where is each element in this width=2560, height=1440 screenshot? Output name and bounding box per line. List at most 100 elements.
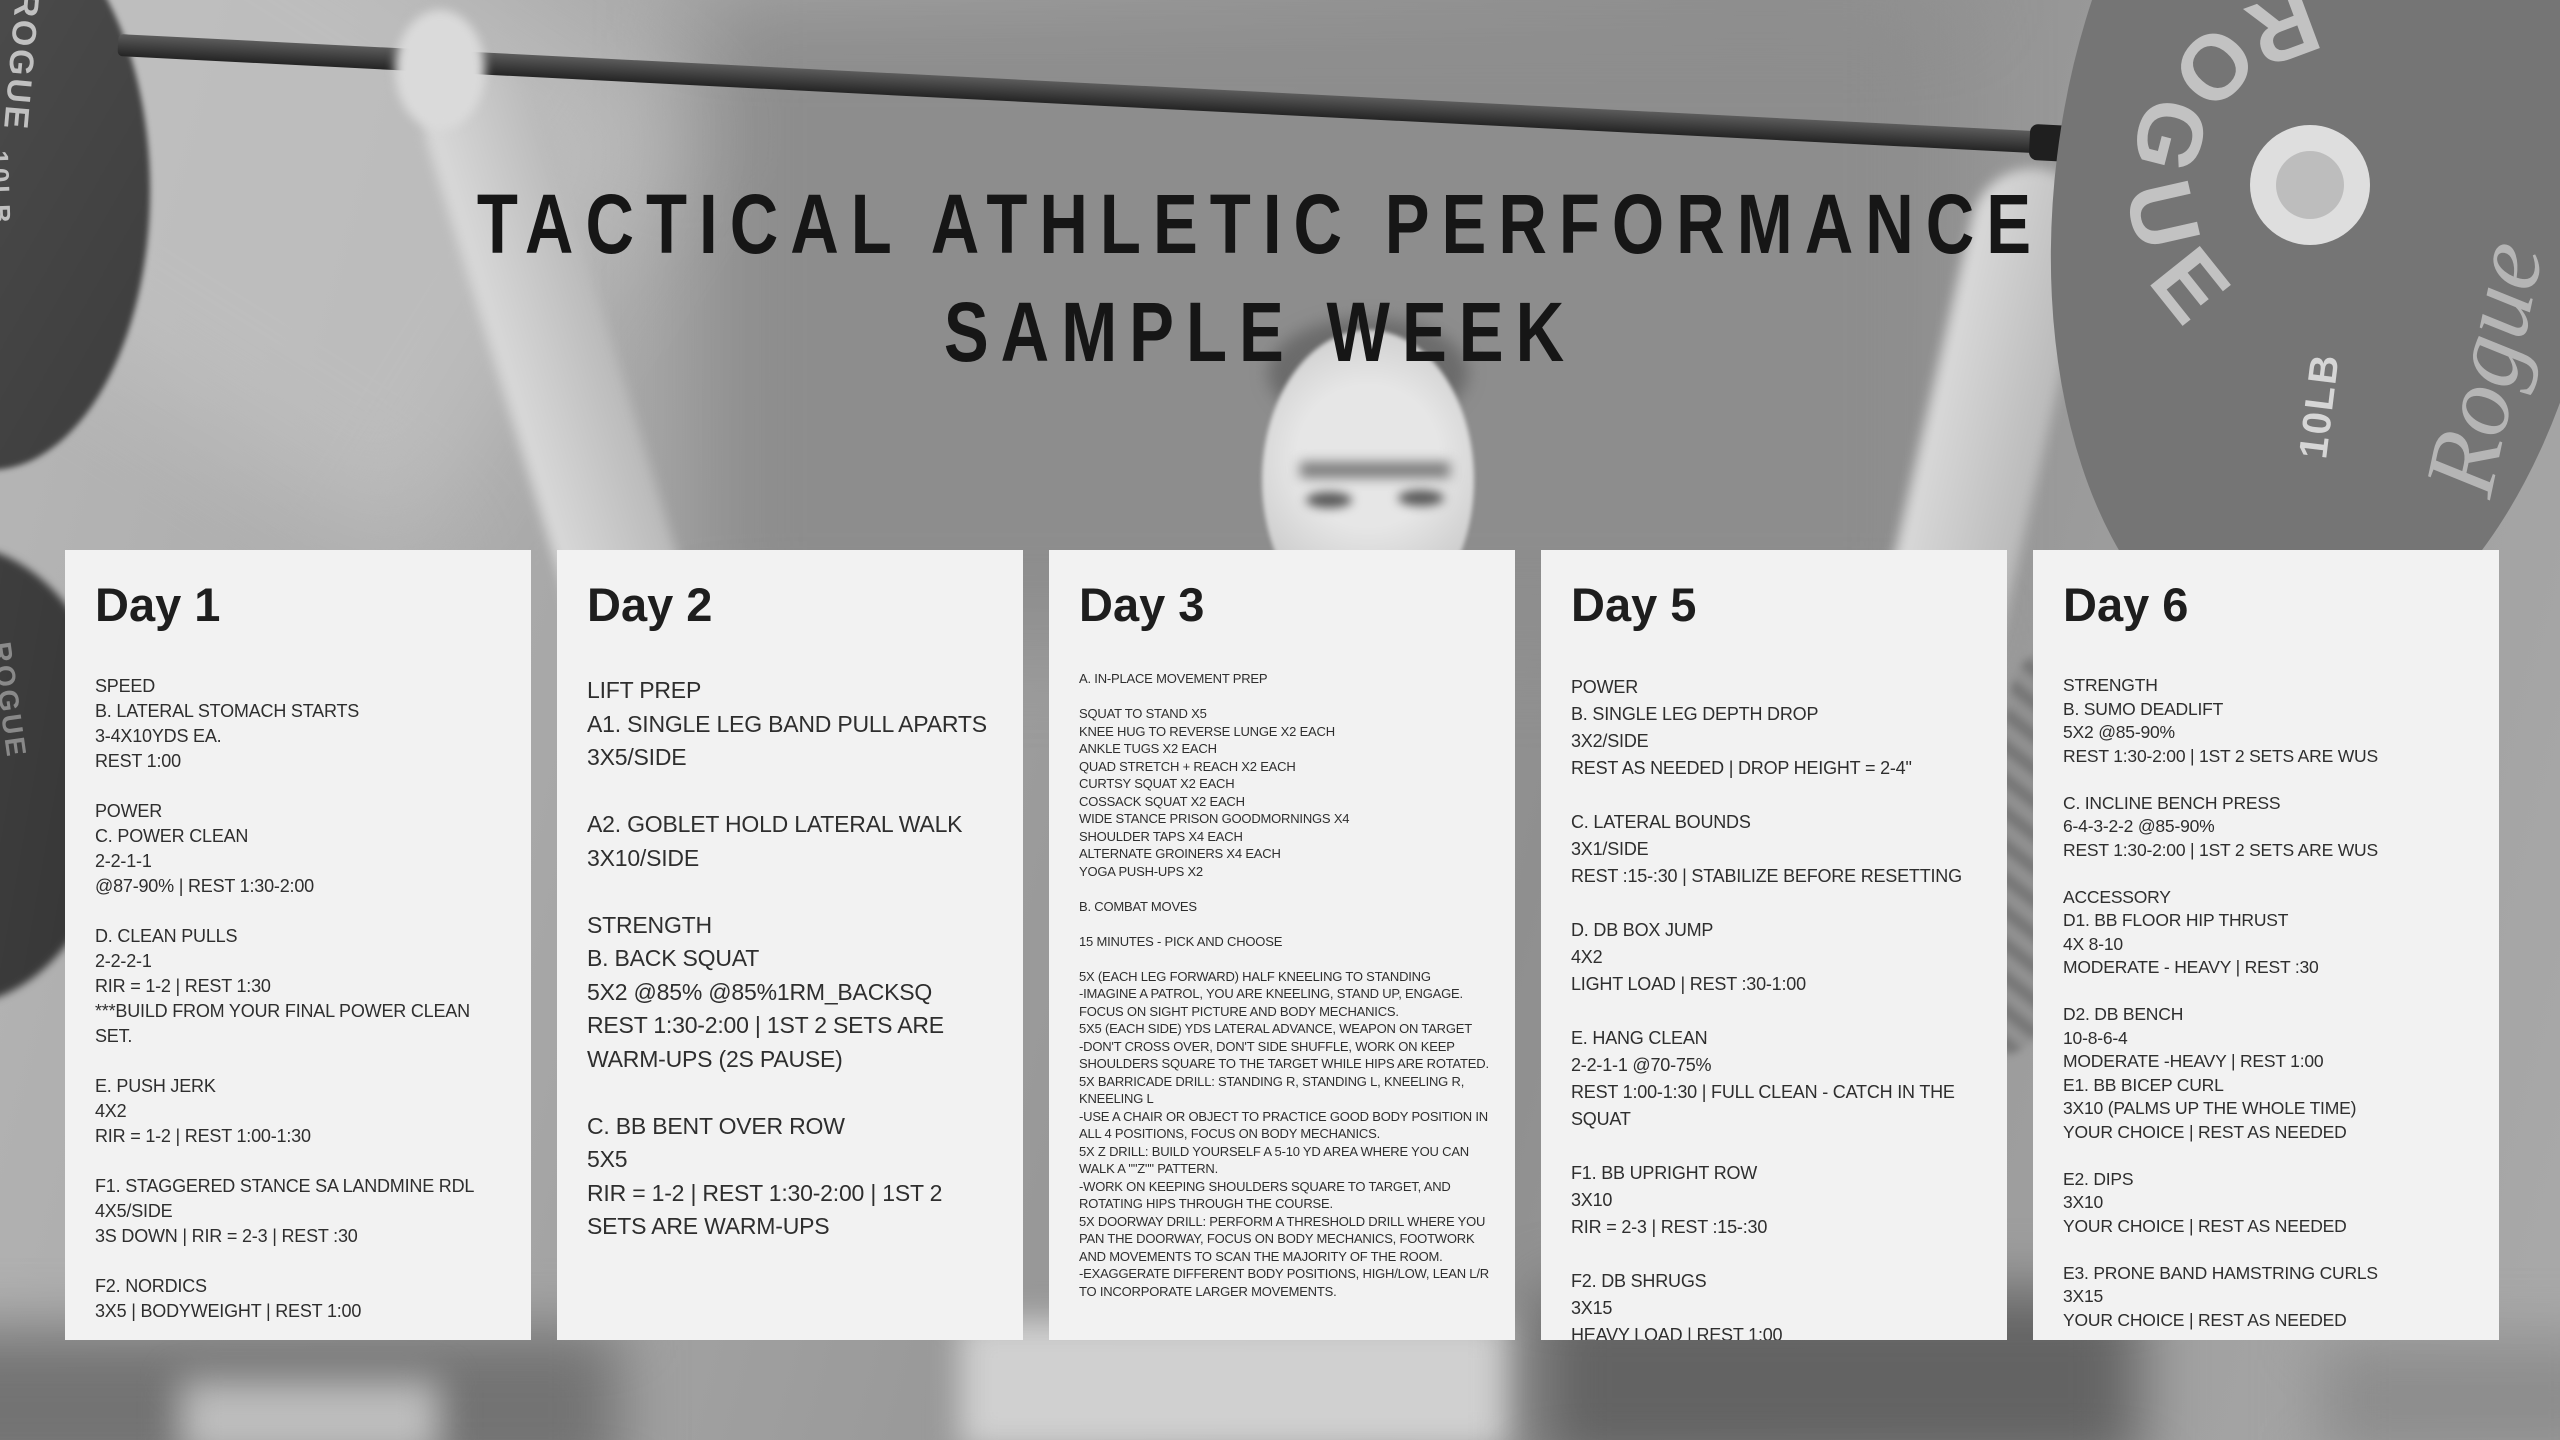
athlete-eye — [1398, 490, 1444, 506]
workout-line: RIR = 1-2 | REST 1:00-1:30 — [95, 1126, 311, 1146]
workout-line: 5X Z DRILL: BUILD YOURSELF A 5-10 YD ARE… — [1079, 1143, 1469, 1177]
workout-line: COSSACK SQUAT X2 EACH — [1079, 793, 1245, 809]
workout-line: 3X5 | BODYWEIGHT | REST 1:00 — [95, 1301, 362, 1321]
workout-line: YOUR CHOICE | REST AS NEEDED — [2063, 1215, 2347, 1236]
day-body: POWER B. SINGLE LEG DEPTH DROP 3X2/SIDE RES… — [1571, 674, 1983, 1340]
workout-line: REST 1:00-1:30 | FULL CLEAN - CATCH IN T… — [1571, 1082, 1955, 1129]
workout-line — [95, 1049, 507, 1074]
workout-line: E. HANG CLEAN — [1571, 1028, 1708, 1048]
workout-line: 2-2-1-1 @70-75% — [1571, 1055, 1712, 1075]
workout-line: WIDE STANCE PRISON GOODMORNINGS X4 — [1079, 811, 1350, 826]
workout-line — [1079, 915, 1491, 933]
workout-line: D. DB BOX JUMP — [1571, 920, 1714, 940]
workout-line — [95, 1249, 507, 1274]
workout-line: 2-2-1-1 — [95, 851, 152, 871]
workout-line: -WORK ON KEEPING SHOULDERS SQUARE TO TAR… — [1079, 1178, 1451, 1212]
workout-line: E1. BB BICEP CURL — [2063, 1074, 2224, 1095]
day-body: LIFT PREP A1. SINGLE LEG BAND PULL APARTS… — [587, 674, 999, 1244]
workout-line: @87-90% | REST 1:30-2:00 — [95, 876, 314, 896]
workout-line: 3S DOWN | RIR = 2-3 | REST :30 — [95, 1226, 358, 1246]
workout-line: ***BUILD FROM YOUR FINAL POWER CLEAN SET… — [95, 1001, 470, 1046]
workout-line: 3X5/SIDE — [587, 744, 687, 770]
athlete-eye — [1306, 492, 1352, 508]
workout-line — [587, 875, 999, 909]
workout-line: A. IN-PLACE MOVEMENT PREP — [1079, 671, 1268, 686]
day-heading: Day 1 — [95, 578, 221, 631]
workout-line: REST 1:00 — [95, 751, 181, 771]
day-card: Day 3 A. IN-PLACE MOVEMENT PREP SQUAT TO… — [1049, 550, 1515, 1340]
workout-line: C. POWER CLEAN — [95, 826, 249, 846]
workout-line: RIR = 2-3 | REST :15-:30 — [1571, 1217, 1768, 1237]
day-body: A. IN-PLACE MOVEMENT PREP SQUAT TO STAND… — [1079, 670, 1491, 1300]
workout-line: C. BB BENT OVER ROW — [587, 1112, 845, 1139]
workout-line: 5X (EACH LEG FORWARD) HALF KNEELING TO S… — [1079, 968, 1431, 984]
title-line-1: TACTICAL ATHLETIC PERFORMANCE — [476, 177, 2044, 271]
workout-line — [2063, 1144, 2475, 1168]
workout-line: B. BACK SQUAT — [587, 945, 760, 971]
workout-line: -USE A CHAIR OR OBJECT TO PRACTICE GOOD … — [1079, 1108, 1488, 1142]
workout-line: -EXAGGERATE DIFFERENT BODY POSITIONS, HI… — [1079, 1266, 1489, 1299]
workout-line: CURTSY SQUAT X2 EACH — [1079, 776, 1235, 791]
workout-line: POWER — [95, 801, 163, 821]
workout-line: D2. DB BENCH — [2063, 1004, 2184, 1024]
workout-line: E2. DIPS — [2063, 1168, 2134, 1189]
workout-line: LIGHT LOAD | REST :30-1:00 — [1571, 974, 1806, 994]
workout-line: ALTERNATE GROINERS X4 EACH — [1079, 846, 1281, 861]
workout-line: 5X5 (EACH SIDE) YDS LATERAL ADVANCE, WEA… — [1079, 1021, 1472, 1036]
workout-line: D1. BB FLOOR HIP THRUST — [2063, 910, 2289, 930]
workout-line: LIFT PREP — [587, 677, 702, 703]
workout-line: A2. GOBLET HOLD LATERAL WALK — [587, 811, 963, 837]
workout-line: RIR = 1-2 | REST 1:30-2:00 | 1ST 2 SETS … — [587, 1179, 943, 1240]
workout-line: 10-8-6-4 — [2063, 1027, 2128, 1048]
workout-line: 5X2 @85-90% — [2063, 722, 2175, 742]
day-body: SPEED B. LATERAL STOMACH STARTS 3-4X10YDS … — [95, 674, 507, 1324]
workout-line: 3X2/SIDE — [1571, 731, 1649, 751]
workout-line: 2-2-2-1 — [95, 951, 152, 971]
athlete-torso — [960, 1320, 1510, 1440]
workout-line — [1079, 688, 1491, 706]
workout-line: C. INCLINE BENCH PRESS — [2063, 792, 2281, 813]
day-heading: Day 3 — [1079, 578, 1205, 631]
day-heading: Day 6 — [2063, 578, 2189, 631]
workout-line: 4X2 — [1571, 947, 1603, 967]
workout-line — [1571, 998, 1983, 1025]
workout-line: 3X15 — [1571, 1298, 1613, 1318]
day-heading: Day 5 — [1571, 578, 1697, 631]
workout-line — [1571, 1133, 1983, 1160]
day-card: Day 6 STRENGTH B. SUMO DEADLIFT 5X2 @85-90… — [2033, 550, 2499, 1340]
workout-line: HEAVY LOAD | REST 1:00 — [1571, 1325, 1783, 1340]
workout-line: B. COMBAT MOVES — [1079, 898, 1197, 914]
workout-line: F2. DB SHRUGS — [1571, 1271, 1707, 1291]
workout-line: -IMAGINE A PATROL, YOU ARE KNEELING, STA… — [1079, 986, 1463, 1019]
workout-line: REST AS NEEDED | DROP HEIGHT = 2-4" — [1571, 758, 1912, 778]
workout-line: B. SINGLE LEG DEPTH DROP — [1571, 704, 1819, 724]
workout-line: YOUR CHOICE | REST AS NEEDED — [2063, 1309, 2347, 1330]
workout-line: SHOULDER TAPS X4 EACH — [1079, 828, 1243, 844]
workout-line: 5X DOORWAY DRILL: PERFORM A THRESHOLD DR… — [1079, 1213, 1486, 1264]
poster-title: TACTICAL ATHLETIC PERFORMANCE SAMPLE WEE… — [0, 178, 2520, 378]
workout-line: F1. STAGGERED STANCE SA LANDMINE RDL — [95, 1176, 475, 1196]
workout-line: POWER — [1571, 677, 1639, 697]
workout-line — [1079, 880, 1491, 898]
workout-line: 5X2 @85% @85%1RM_BACKSQ — [587, 978, 933, 1005]
workout-line: C. LATERAL BOUNDS — [1571, 812, 1751, 832]
workout-line: YOUR CHOICE | REST AS NEEDED — [2063, 1121, 2347, 1142]
workout-line: 5X BARRICADE DRILL: STANDING R, STANDING… — [1079, 1073, 1465, 1107]
bg-highlight-bottom-left — [180, 1380, 440, 1440]
day-card: Day 2 LIFT PREP A1. SINGLE LEG BAND PULL … — [557, 550, 1023, 1340]
workout-line: SPEED — [95, 676, 156, 696]
workout-line — [2063, 862, 2475, 886]
plate-hub-inner — [2276, 151, 2344, 219]
workout-line: 4X 8-10 — [2063, 933, 2123, 954]
workout-line: F2. NORDICS — [95, 1276, 207, 1296]
workout-line: A1. SINGLE LEG BAND PULL APARTS — [587, 710, 987, 737]
workout-line — [1571, 890, 1983, 917]
workout-line — [95, 899, 507, 924]
workout-line: D. CLEAN PULLS — [95, 926, 238, 946]
workout-line: 3X10 (PALMS UP THE WHOLE TIME) — [2063, 1098, 2357, 1118]
workout-line — [2063, 1238, 2475, 1262]
title-line-2: SAMPLE WEEK — [943, 285, 1577, 379]
athlete-brow-shadow — [1300, 462, 1450, 478]
workout-line: 6-4-3-2-2 @85-90% — [2063, 816, 2215, 836]
workout-line: 3X10/SIDE — [587, 844, 699, 871]
